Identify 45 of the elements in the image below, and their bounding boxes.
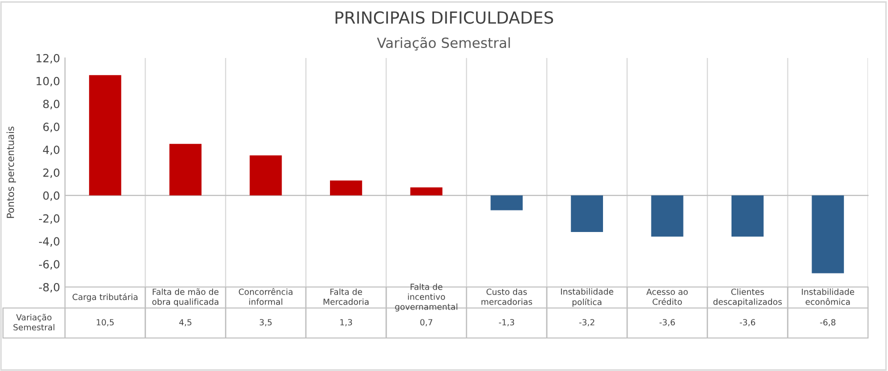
y-tick-label: 8,0	[43, 100, 60, 110]
y-tick-label: 2,0	[43, 168, 60, 178]
x-tick-label: Falta de Mercadoria	[324, 288, 369, 305]
y-tick-label: -4,0	[39, 237, 60, 247]
bar	[570, 195, 604, 232]
chart-title: PRINCIPAIS DIFICULDADES	[336, 11, 554, 24]
data-label: 1,3	[340, 319, 352, 326]
x-tick-label: Acesso ao Crédito	[646, 288, 688, 305]
data-label: -3,6	[740, 319, 756, 326]
data-label: -1,3	[498, 319, 514, 326]
chart-subtitle: Variação Semestral	[376, 37, 510, 51]
y-tick-label: 6,0	[43, 122, 60, 132]
data-label: -3,6	[660, 319, 675, 326]
bar	[330, 180, 362, 196]
y-tick-label: 10,0	[36, 76, 60, 86]
data-label: 4,5	[179, 319, 192, 326]
x-tick-label: Clientes descapitalizados	[713, 288, 782, 307]
bar	[250, 155, 282, 196]
y-tick-label: -6,0	[39, 260, 60, 270]
y-axis-title: Pontos percentuais	[6, 126, 16, 218]
bar	[169, 144, 202, 196]
bar	[651, 195, 684, 237]
data-label: -6,8	[820, 319, 836, 326]
bar	[410, 187, 442, 196]
y-tick-label: 12,0	[36, 54, 60, 64]
bar	[731, 195, 764, 237]
y-tick-label: 0,0	[43, 191, 60, 201]
bar	[812, 195, 844, 274]
data-label: -3,2	[579, 319, 594, 326]
x-tick-label: Instabilidade política	[561, 288, 614, 307]
x-tick-label: Falta de incentivo governamental	[395, 284, 458, 312]
x-tick-label: Concorrência informal	[238, 288, 292, 305]
data-label: 0,7	[420, 319, 432, 326]
x-tick-label: Custo das mercadorias	[482, 288, 532, 305]
x-tick-label: Falta de mão de obra qualificada	[152, 288, 218, 307]
x-tick-label: Instabilidade econômica	[802, 288, 854, 305]
bar	[490, 195, 523, 210]
x-tick-label: Carga tributária	[72, 293, 138, 302]
text: Variação Semestral	[13, 314, 54, 330]
data-label: 10,5	[96, 319, 114, 326]
y-tick-label: 4,0	[43, 146, 60, 156]
data-label: 3,5	[260, 319, 272, 326]
bar	[89, 75, 122, 196]
y-tick-label: -8,0	[39, 282, 60, 293]
y-tick-label: -2,0	[39, 214, 60, 224]
